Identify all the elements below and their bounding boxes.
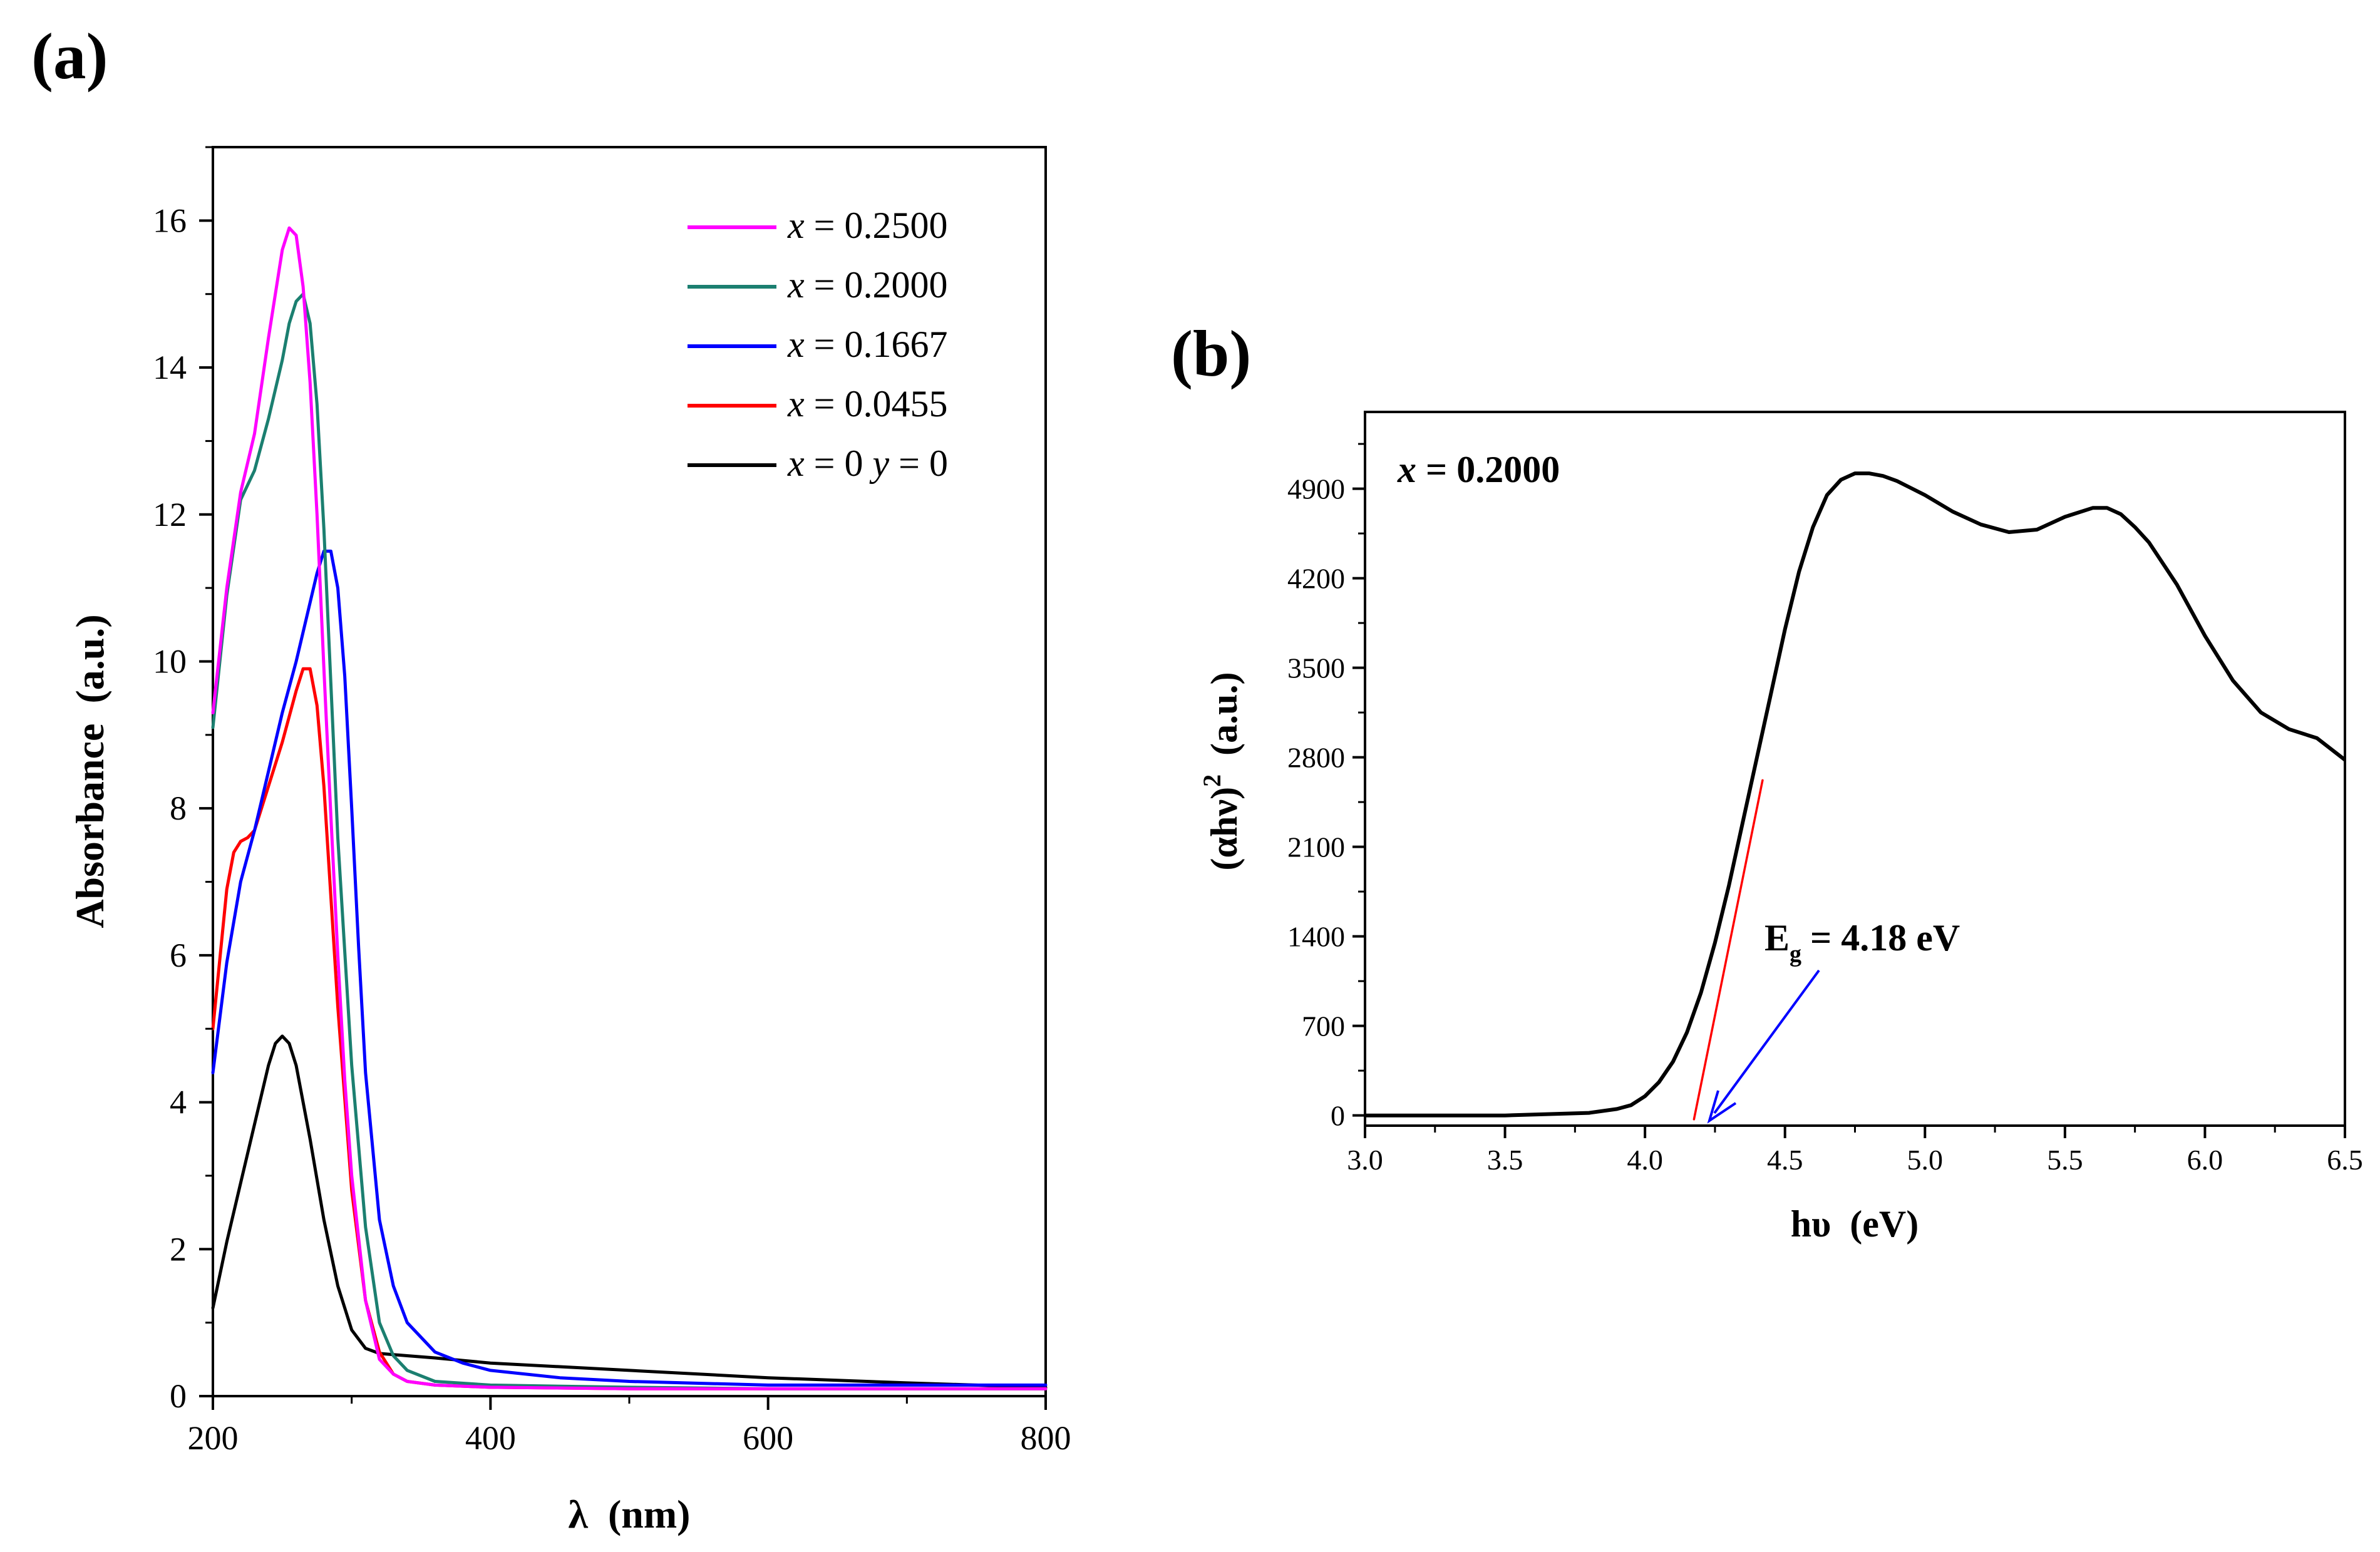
y-tick-label: 4 — [170, 1084, 187, 1121]
legend-value: 0.2500 — [844, 205, 947, 246]
panel-b: (b) 3.0 3.5 4.0 4.5 5.0 5.5 6.0 6.5 0 700 1400 210… — [1171, 317, 2363, 1245]
eg-symbol: E — [1764, 917, 1790, 958]
y-tick-label: 14 — [153, 349, 187, 386]
x-tick-label: 400 — [465, 1419, 516, 1457]
y-tick-label: 3500 — [1287, 652, 1345, 684]
svg-text:x = 0.0455: x = 0.0455 — [787, 383, 947, 424]
legend-value: 0.0455 — [844, 383, 947, 424]
x-tick-label: 5.5 — [2047, 1144, 2083, 1176]
svg-text:x = 0 y = 0: x = 0 y = 0 — [787, 443, 948, 484]
annotation-value: = 0.2000 — [1426, 449, 1560, 490]
x-tick-label: 600 — [743, 1419, 793, 1457]
panel-b-y-axis-title: (αhν)2 (a.u.) — [1198, 672, 1245, 871]
x-tick-label: 200 — [188, 1419, 239, 1457]
panel-b-series — [1365, 471, 2345, 1121]
legend-var: x — [787, 205, 805, 246]
panel-b-frame — [1364, 411, 2346, 1127]
y-tick-label: 0 — [170, 1377, 187, 1415]
panel-a-y-axis-title: Absorbance (a.u.) — [68, 614, 112, 928]
x-tick-label: 3.5 — [1487, 1144, 1523, 1176]
eg-value: = 4.18 eV — [1810, 917, 1960, 958]
tangent-fit-line — [1692, 779, 1764, 1121]
x-tick-label: 800 — [1021, 1419, 1071, 1457]
legend-var: x — [787, 443, 805, 484]
x-tick-label: 5.0 — [1907, 1144, 1944, 1176]
panel-b-x-axis-title: hυ (eV) — [1791, 1203, 1919, 1245]
y-title-base: (αhν) — [1203, 787, 1245, 871]
y-tick-label: 8 — [170, 789, 187, 827]
y-tick-label: 10 — [153, 642, 187, 680]
panel-a-label: (a) — [31, 19, 108, 93]
panel-a-series — [211, 226, 1048, 1390]
y-title-exponent: 2 — [1198, 774, 1226, 787]
panel-a-plot-area: 200 400 600 800 0 2 4 6 8 10 12 14 16 — [153, 146, 1071, 1457]
legend-var: x — [787, 264, 805, 306]
y-tick-label: 700 — [1302, 1010, 1345, 1042]
panel-a-x-ticks: 200 400 600 800 — [188, 1396, 1071, 1457]
y-tick-label: 16 — [153, 202, 187, 239]
legend-item: x = 0.0455 — [688, 383, 947, 424]
panel-a-x-axis-title: λ (nm) — [569, 1492, 691, 1536]
svg-text:x = 0.2000: x = 0.2000 — [787, 264, 947, 306]
y-tick-label: 0 — [1331, 1100, 1345, 1132]
legend-var: y — [868, 443, 889, 484]
y-tick-label: 1400 — [1287, 921, 1345, 953]
legend-item: x = 0.2000 — [688, 264, 947, 306]
y-tick-label: 12 — [153, 496, 187, 533]
svg-text:x = 0.2500: x = 0.2500 — [787, 205, 947, 246]
panel-b-plot-area: 3.0 3.5 4.0 4.5 5.0 5.5 6.0 6.5 0 700 1400 2100 280… — [1287, 411, 2363, 1176]
panel-a-legend: x = 0.2500 x = 0.2000 x = 0.1667 x = 0.0… — [688, 205, 948, 484]
panel-a-y-ticks: 0 2 4 6 8 10 12 14 16 — [153, 146, 213, 1415]
y-tick-label: 4200 — [1287, 563, 1345, 595]
y-tick-label: 2 — [170, 1230, 187, 1268]
x-tick-label: 4.0 — [1627, 1144, 1663, 1176]
panel-a: (a) 200 400 600 800 0 2 4 6 8 10 12 14 16 x = 0.250… — [31, 19, 1071, 1536]
legend-value: 0 — [844, 443, 863, 484]
y-tick-label: 6 — [170, 937, 187, 974]
x-tick-label: 3.0 — [1347, 1144, 1383, 1176]
legend-value: 0 — [929, 443, 948, 484]
x-tick-label: 6.0 — [2187, 1144, 2223, 1176]
legend-item: x = 0 y = 0 — [688, 443, 948, 484]
series-line — [1365, 471, 2345, 1118]
series-line — [211, 549, 1048, 1387]
legend-item: x = 0.2500 — [688, 205, 947, 246]
y-tick-label: 4900 — [1287, 473, 1345, 505]
x-tick-label: 4.5 — [1767, 1144, 1803, 1176]
series-line — [211, 292, 1048, 1390]
band-gap-annotation: Eg = 4.18 eV — [1764, 917, 1960, 967]
y-tick-label: 2100 — [1287, 831, 1345, 863]
panel-b-sample-annotation: x = 0.2000 — [1397, 449, 1560, 490]
panel-b-label: (b) — [1171, 317, 1251, 390]
svg-text:x = 0.1667: x = 0.1667 — [787, 324, 947, 365]
panel-b-x-ticks: 3.0 3.5 4.0 4.5 5.0 5.5 6.0 6.5 — [1347, 1126, 2363, 1176]
legend-item: x = 0.1667 — [688, 324, 947, 365]
eg-subscript: g — [1790, 941, 1801, 967]
panel-b-y-ticks: 0 700 1400 2100 2800 3500 4200 4900 — [1287, 443, 1365, 1132]
legend-var: x — [787, 324, 805, 365]
series-line — [211, 1034, 1048, 1389]
legend-var: x — [787, 383, 805, 424]
y-title-unit: (a.u.) — [1203, 672, 1245, 756]
x-tick-label: 6.5 — [2327, 1144, 2363, 1176]
y-tick-label: 2800 — [1287, 742, 1345, 774]
legend-value: 0.2000 — [844, 264, 947, 306]
annotation-var: x — [1397, 449, 1416, 490]
series-line — [211, 226, 1048, 1390]
band-gap-arrow — [1707, 969, 1820, 1124]
legend-value: 0.1667 — [844, 324, 947, 365]
